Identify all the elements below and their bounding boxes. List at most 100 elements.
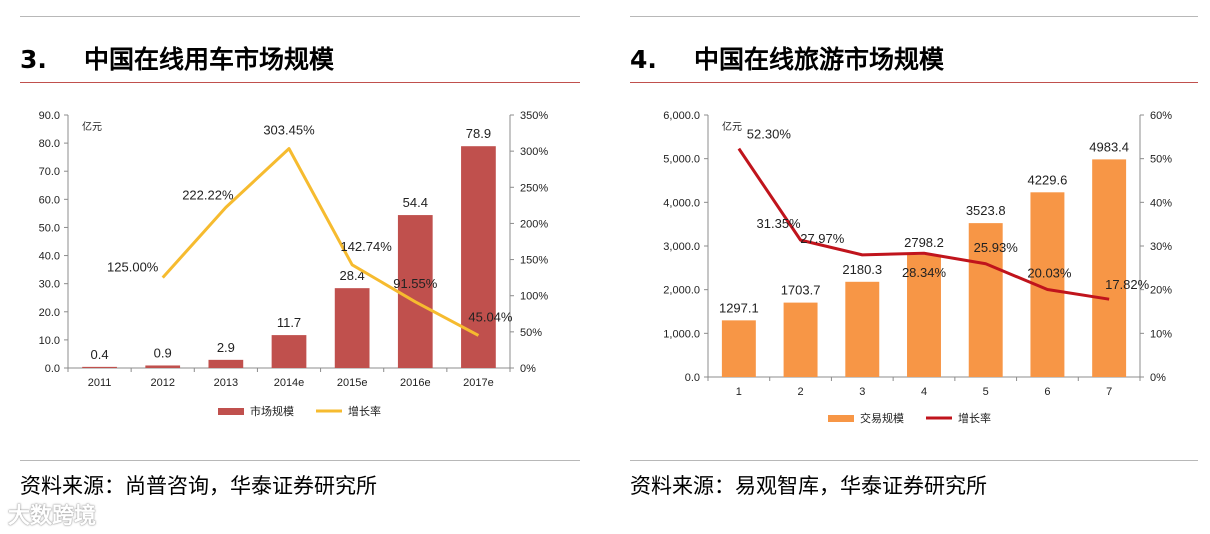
bar-value-label: 1297.1 (719, 300, 759, 315)
bar (397, 215, 433, 368)
y-tick-label: 5,000.0 (663, 154, 700, 166)
top-rule (630, 16, 1198, 17)
legend-line-label: 增长率 (958, 411, 991, 425)
growth-value-label: 222.22% (182, 187, 234, 202)
y-tick-label: 1,000.0 (663, 328, 700, 340)
legend-bar-swatch (218, 408, 244, 415)
y2-tick-label: 30% (1150, 241, 1172, 253)
growth-value-label: 20.03% (1027, 266, 1072, 281)
watermark: 大数跨境 (8, 504, 97, 529)
bar-value-label: 4983.4 (1089, 139, 1129, 154)
y-tick-label: 40.0 (39, 251, 60, 263)
bar-value-label: 2.9 (217, 340, 235, 355)
y2-tick-label: 50% (1150, 154, 1172, 166)
x-tick-label: 6 (1044, 386, 1050, 398)
legend-line-label: 增长率 (348, 404, 381, 418)
y2-tick-label: 350% (520, 110, 548, 122)
y2-tick-label: 10% (1150, 328, 1172, 340)
chart-title-text: 中国在线用车市场规模 (84, 45, 335, 74)
y2-tick-label: 100% (520, 291, 548, 303)
bottom-rule (630, 460, 1198, 461)
bar (721, 320, 756, 377)
x-tick-label: 2013 (214, 377, 238, 389)
x-tick-label: 4 (921, 386, 927, 398)
y-tick-label: 90.0 (39, 110, 60, 122)
source-note: 资料来源：易观智库，华泰证券研究所 (630, 474, 987, 498)
y-tick-label: 6,000.0 (663, 110, 700, 122)
growth-value-label: 25.93% (974, 240, 1019, 255)
y-tick-label: 0.0 (685, 372, 700, 384)
x-tick-label: 2016e (400, 377, 431, 389)
x-tick-label: 1 (736, 386, 742, 398)
panel-online-car: 3. 中国在线用车市场规模 0.0 10.0 20.0 30.0 40.0 50.0 60.0… (20, 0, 580, 534)
chart-number: 4. (630, 45, 657, 74)
bar-value-label: 3523.8 (966, 203, 1006, 218)
y2-tick-label: 20% (1150, 285, 1172, 297)
bar (968, 223, 1003, 377)
unit-label: 亿元 (722, 120, 742, 133)
chart-online-car: 0.0 10.0 20.0 30.0 40.0 50.0 60.0 70.0 80.0 90.0 0… (39, 110, 549, 418)
y-tick-label: 50.0 (39, 222, 60, 234)
y2-tick-label: 50% (520, 327, 542, 339)
bar-value-label: 54.4 (403, 195, 428, 210)
growth-value-label: 27.97% (800, 231, 845, 246)
y2-tick-label: 40% (1150, 197, 1172, 209)
x-tick-label: 2014e (274, 377, 305, 389)
y-tick-label: 3,000.0 (663, 241, 700, 253)
x-tick-label: 2011 (88, 377, 112, 389)
bar-value-label: 78.9 (466, 126, 491, 141)
bar-value-label: 28.4 (339, 268, 364, 283)
chart-title-text: 中国在线旅游市场规模 (694, 45, 945, 74)
growth-line (737, 147, 1110, 301)
bar-value-label: 0.9 (154, 345, 172, 360)
growth-line (161, 147, 480, 337)
bar (783, 302, 818, 377)
x-tick-label: 3 (859, 386, 865, 398)
bar (461, 146, 496, 368)
y-tick-label: 2,000.0 (663, 285, 700, 297)
growth-value-label: 303.45% (263, 123, 315, 138)
y-tick-label: 10.0 (39, 335, 60, 347)
bar (907, 254, 941, 377)
bar (1092, 159, 1127, 377)
chart-number: 3. (20, 45, 47, 74)
y2-tick-label: 0% (520, 363, 536, 375)
growth-value-label: 91.55% (393, 276, 438, 291)
bar (271, 335, 307, 368)
top-rule (20, 16, 580, 17)
y2-tick-label: 60% (1150, 110, 1172, 122)
y-tick-label: 20.0 (39, 307, 60, 319)
legend-bar-label: 市场规模 (250, 404, 294, 418)
bar-value-label: 11.7 (277, 315, 301, 330)
growth-value-label: 142.74% (340, 239, 392, 254)
chart-title: 3. 中国在线用车市场规模 (20, 40, 334, 76)
x-tick-label: 2017e (463, 377, 494, 389)
chart-title: 4. 中国在线旅游市场规模 (630, 40, 944, 76)
growth-value-label: 45.04% (468, 309, 513, 324)
growth-value-label: 28.34% (902, 265, 947, 280)
bar-value-label: 0.4 (91, 347, 109, 362)
y-tick-label: 4,000.0 (663, 197, 700, 209)
legend-bar-swatch (828, 415, 854, 422)
bar-value-label: 2798.2 (904, 235, 944, 250)
y2-tick-label: 300% (520, 146, 548, 158)
growth-value-label: 31.35% (757, 216, 802, 231)
y-tick-label: 60.0 (39, 194, 60, 206)
x-tick-label: 2015e (337, 377, 368, 389)
growth-value-label: 52.30% (747, 127, 792, 142)
y2-tick-label: 250% (520, 182, 548, 194)
y2-tick-label: 150% (520, 255, 548, 267)
bar (208, 359, 244, 368)
x-tick-label: 5 (983, 386, 989, 398)
bar (82, 366, 117, 368)
x-tick-label: 7 (1106, 386, 1112, 398)
y-tick-label: 30.0 (39, 279, 60, 291)
y2-tick-label: 200% (520, 218, 548, 230)
title-underline (20, 82, 580, 83)
x-tick-label: 2 (798, 386, 804, 398)
panel-online-travel: 4. 中国在线旅游市场规模 0.0 1,000.0 2,000.0 3,000.0 4,0… (630, 0, 1198, 534)
bar (845, 281, 880, 377)
chart-online-travel: 0.0 1,000.0 2,000.0 3,000.0 4,000.0 5,000.0 6,… (663, 110, 1172, 425)
unit-label: 亿元 (82, 120, 102, 133)
y-tick-label: 70.0 (39, 166, 60, 178)
